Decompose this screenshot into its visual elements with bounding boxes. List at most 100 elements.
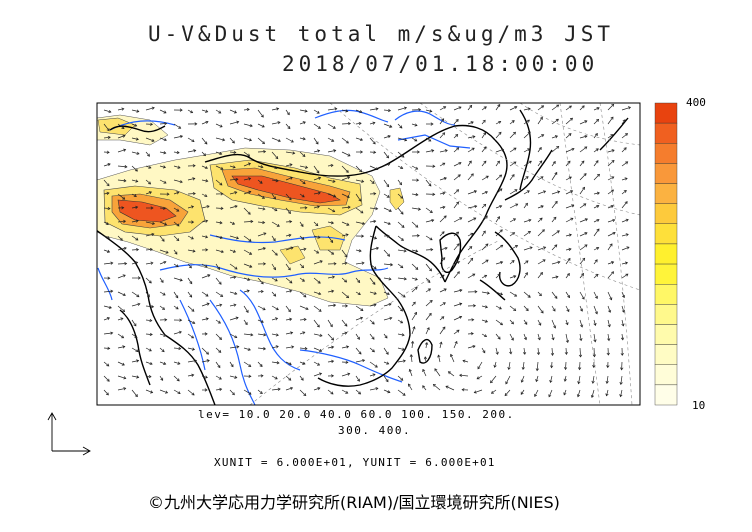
wind-arrow — [439, 231, 445, 237]
wind-arrowhead — [277, 139, 281, 143]
wind-arrowhead — [428, 268, 432, 272]
wind-arrowhead — [605, 393, 609, 397]
wind-arrowhead — [345, 360, 349, 364]
wind-arrow — [453, 261, 460, 265]
wind-arrowhead — [552, 160, 556, 165]
wind-arrow — [285, 387, 293, 391]
wind-arrowhead — [204, 141, 208, 145]
wind-arrowhead — [514, 293, 518, 297]
wind-arrow — [383, 347, 389, 355]
wind-arrowhead — [552, 308, 556, 312]
wind-arrowhead — [422, 385, 426, 389]
wind-arrow — [285, 375, 292, 381]
wind-arrow — [159, 109, 167, 114]
wind-arrow — [593, 333, 596, 342]
wind-arrow — [201, 360, 210, 363]
wind-arrowhead — [260, 289, 264, 294]
wind-arrow — [229, 205, 238, 209]
wind-arrowhead — [527, 294, 531, 298]
wind-arrowhead — [595, 273, 599, 277]
wind-arrow — [551, 216, 557, 223]
wind-arrow — [341, 123, 351, 125]
wind-arrowhead — [410, 340, 415, 344]
wind-arrowhead — [521, 366, 525, 371]
wind-arrowhead — [471, 147, 475, 151]
wind-arrowhead — [345, 169, 349, 173]
wind-arrow — [397, 291, 406, 298]
wind-arrowhead — [192, 164, 196, 168]
wind-arrow — [607, 271, 614, 279]
wind-arrow — [355, 317, 363, 321]
wind-arrowhead — [459, 373, 463, 377]
wind-arrowhead — [626, 246, 630, 250]
wind-arrowhead — [234, 191, 238, 195]
wind-arrow — [495, 174, 502, 181]
wind-arrowhead — [219, 182, 223, 186]
wind-arrow — [579, 273, 584, 279]
wind-arrowhead — [537, 337, 541, 341]
wind-arrow — [257, 207, 265, 210]
wind-arrowhead — [236, 345, 240, 349]
wind-arrowhead — [430, 247, 434, 252]
wind-arrow — [201, 121, 209, 125]
wind-arrowhead — [371, 321, 375, 325]
wind-arrow — [313, 372, 322, 377]
wind-arrowhead — [135, 261, 139, 265]
wind-arrow — [537, 272, 543, 279]
wind-arrow — [425, 179, 432, 187]
wind-arrowhead — [403, 277, 407, 281]
wind-arrowhead — [455, 134, 459, 138]
wind-arrowhead — [262, 207, 266, 211]
wind-arrow — [201, 151, 206, 156]
wind-arrowhead — [442, 326, 446, 330]
wind-arrowhead — [375, 246, 380, 250]
wind-arrow — [537, 134, 544, 139]
wind-arrowhead — [331, 337, 335, 341]
wind-arrowhead — [204, 194, 208, 198]
wind-arrow — [159, 249, 169, 254]
wind-arrowhead — [300, 223, 304, 227]
wind-arrowhead — [150, 206, 154, 210]
wind-arrowhead — [563, 392, 567, 396]
wind-arrow — [187, 206, 194, 209]
wind-arrowhead — [493, 364, 497, 368]
wind-arrow — [369, 333, 375, 340]
wind-arrowhead — [416, 178, 420, 182]
wind-arrow — [215, 249, 224, 253]
wind-arrow — [438, 355, 441, 363]
wind-arrowhead — [567, 160, 571, 164]
wind-arrow — [243, 235, 252, 242]
wind-arrowhead — [188, 265, 192, 269]
wind-arrow — [201, 205, 210, 209]
wind-arrowhead — [331, 345, 335, 349]
wind-arrow — [439, 247, 448, 251]
wind-arrowhead — [247, 347, 251, 351]
wind-arrow — [271, 207, 278, 212]
wind-arrowhead — [428, 138, 432, 142]
wind-arrowhead — [178, 125, 182, 129]
wind-arrow — [565, 319, 569, 325]
wind-arrowhead — [443, 215, 447, 219]
wind-arrow — [521, 375, 525, 383]
wind-arrowhead — [359, 110, 363, 114]
wind-arrowhead — [372, 373, 376, 377]
wind-arrow — [271, 165, 277, 169]
wind-arrow — [383, 163, 390, 167]
wind-arrowhead — [441, 231, 445, 235]
wind-arrowhead — [473, 390, 477, 394]
wind-arrowhead — [426, 327, 430, 331]
wind-arrow — [621, 273, 629, 279]
wind-arrow — [523, 319, 528, 325]
wind-arrowhead — [175, 295, 179, 299]
wind-arrow — [103, 123, 110, 131]
wind-arrowhead — [593, 339, 597, 343]
wind-arrow — [215, 319, 221, 324]
wind-arrow — [537, 246, 546, 251]
wind-arrowhead — [373, 219, 377, 224]
wind-arrow — [425, 219, 434, 223]
wind-arrowhead — [333, 303, 337, 307]
wind-arrowhead — [162, 292, 166, 296]
wind-arrow — [285, 290, 292, 293]
wind-arrowhead — [486, 291, 490, 295]
wind-arrow — [397, 319, 403, 324]
